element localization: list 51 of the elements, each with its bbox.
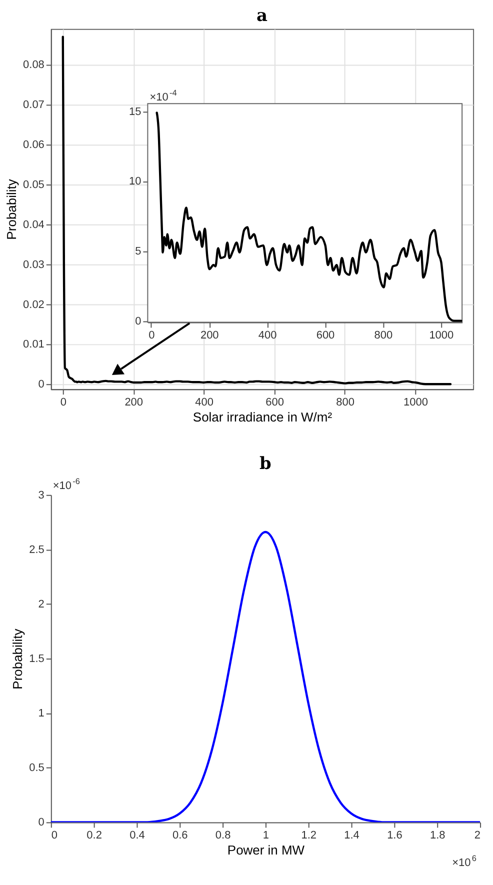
x-tick-label: 800	[336, 396, 354, 409]
y-tick-label: 15	[129, 106, 142, 118]
line-series	[62, 36, 452, 386]
x-tick-label: 2	[474, 830, 481, 842]
x-tick-label: 1.6	[387, 830, 402, 842]
line-series	[156, 112, 462, 322]
x-tick-label: 0.2	[86, 830, 102, 842]
y-axis-title: Probability	[10, 628, 26, 690]
y-tick-label: 10	[129, 176, 142, 188]
x-tick-label: 1	[262, 830, 270, 842]
x-tick-label: 0.4	[130, 830, 145, 842]
y-tick-label: 3	[38, 489, 44, 502]
x-tick-label: 600	[266, 396, 284, 409]
y-tick-label: 0.06	[23, 139, 44, 152]
x-tick-label: 1.8	[430, 830, 446, 842]
x-tick-label: 200	[124, 396, 144, 409]
x-tick-label: 200	[200, 330, 219, 342]
x-tick-label: 600	[316, 330, 335, 342]
y-tick-label: 0	[38, 816, 44, 829]
x-tick-label: 0	[148, 330, 155, 342]
x-tick-label: 1000	[404, 396, 428, 409]
y-tick-label: 0.02	[23, 298, 44, 311]
y-tick-label: 0.04	[23, 218, 44, 231]
y-tick-label: 2.5	[29, 544, 44, 556]
y-tick-label: 0.07	[23, 99, 44, 112]
y-tick-label: 1.5	[29, 653, 44, 666]
x-axis-title: Power in MW	[227, 842, 306, 858]
chart-title: a	[256, 4, 268, 25]
y-tick-label: 0.01	[23, 338, 44, 351]
y-tick-label: 5	[135, 246, 142, 258]
y-tick-label: 0.5	[29, 762, 44, 774]
x-tick-label: 1.4	[344, 830, 360, 842]
x-tick-label: 400	[258, 330, 277, 342]
x-tick-label: 800	[374, 330, 393, 342]
chart-title: b	[260, 452, 272, 473]
x-tick-label: 1000	[429, 330, 454, 342]
y-tick-label: 0.03	[23, 258, 44, 271]
x-axis-title: Solar irradiance in W/m²	[192, 410, 333, 425]
y-tick-label: 0.05	[23, 179, 44, 192]
x-tick-label: 400	[195, 396, 214, 409]
y-tick-label: 2	[38, 598, 44, 610]
y-tick-label: 0.08	[23, 59, 44, 72]
x-tick-label: 0	[60, 396, 66, 409]
x-tick-label: 1.2	[301, 830, 316, 842]
x-tick-label: 0.6	[172, 830, 188, 842]
x-tick-label: 0	[51, 830, 58, 842]
x-tick-label: 0.8	[215, 830, 231, 842]
y-axis-title: Probability	[4, 178, 20, 240]
y-tick-label: 0	[135, 315, 142, 328]
y-tick-label: 1	[38, 708, 44, 720]
y-tick-label: 0	[38, 378, 44, 391]
